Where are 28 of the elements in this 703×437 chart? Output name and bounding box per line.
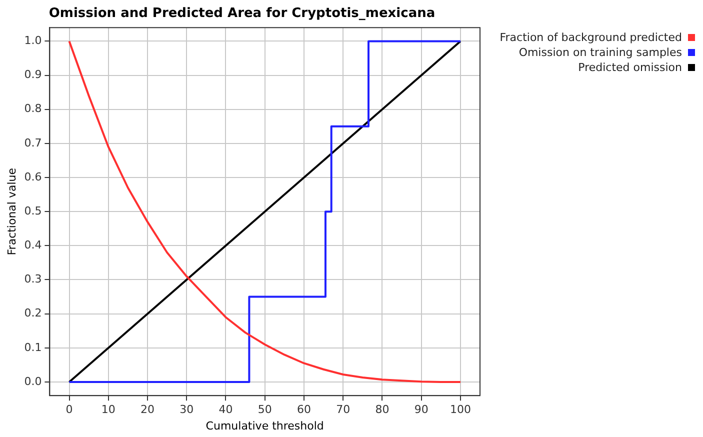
y-axis-title: Fractional value <box>5 168 18 256</box>
x-tick-label: 10 <box>101 403 116 416</box>
y-tick-label: 0.1 <box>24 340 42 354</box>
x-tick-label: 20 <box>140 403 154 416</box>
y-tick-label: 0.6 <box>24 170 42 184</box>
y-tick-label: 0.8 <box>24 102 42 116</box>
x-tick-label: 50 <box>258 403 272 416</box>
x-tick-label: 0 <box>66 403 73 416</box>
y-tick-label: 0.5 <box>24 204 42 218</box>
x-tick-label: 60 <box>296 403 311 416</box>
x-tick-label: 40 <box>218 403 233 416</box>
x-axis-title: Cumulative threshold <box>206 419 324 432</box>
y-tick-label: 0.3 <box>24 272 42 286</box>
x-tick-label: 90 <box>414 403 428 416</box>
y-tick-label: 0.9 <box>24 68 42 82</box>
legend-label: Omission on training samples <box>518 45 682 60</box>
chart-title: Omission and Predicted Area for Cryptotis_mexicana <box>48 6 436 22</box>
y-tick-label: 0.4 <box>24 238 42 252</box>
y-tick-label: 0.0 <box>24 374 42 388</box>
y-tick-label: 0.7 <box>24 136 42 150</box>
x-tick-label: 30 <box>180 403 194 416</box>
x-tick-label: 100 <box>450 403 471 416</box>
legend-label: Predicted omission <box>578 60 682 75</box>
y-tick-label: 1.0 <box>24 34 42 48</box>
legend-label: Fraction of background predicted <box>500 30 682 45</box>
x-tick-label: 80 <box>375 403 390 416</box>
x-tick-label: 70 <box>336 403 350 416</box>
y-tick-label: 0.2 <box>24 306 42 320</box>
